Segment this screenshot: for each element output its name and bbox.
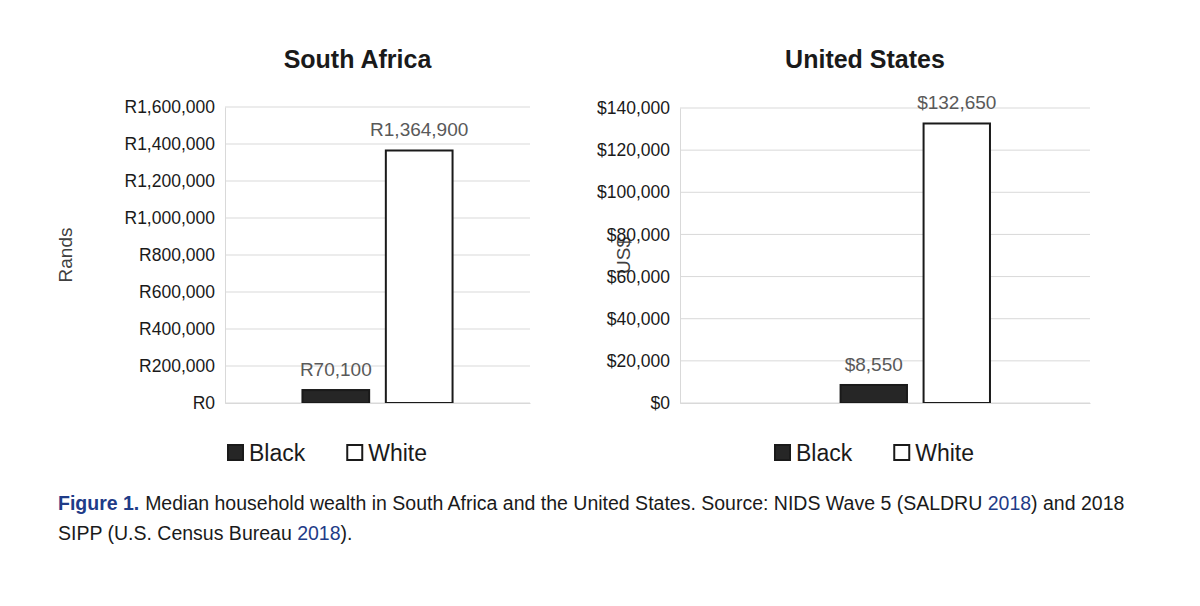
y-axis: R0 R200,000 R400,000 R600,000 R800,000 R1,000… [125,97,226,413]
legend-item: White [347,440,427,466]
tick: R1,000,000 [125,208,226,228]
data-labels: R70,100 R1,364,900 [300,119,468,380]
legend-label: White [915,440,974,466]
legend-label: Black [796,440,853,466]
tick: $0 [651,393,680,413]
grid-line [680,318,1090,319]
data-labels: $8,550 $132,650 [845,92,997,374]
grid-line [225,329,530,330]
chart-title: South Africa [284,45,433,73]
tick-label: $100,000 [597,182,670,202]
tick: $40,000 [607,309,680,329]
grid-line [225,255,530,256]
bar [924,123,990,403]
data-label: $8,550 [845,354,903,375]
tick: R1,600,000 [125,97,226,117]
tick-label: R1,000,000 [125,208,216,228]
tick-label: $0 [651,393,671,413]
tick-label: R0 [193,393,216,413]
grid-line [225,292,530,293]
tick: $100,000 [597,182,680,202]
y-axis: $0 $20,000 $40,000 $60,000 $80,000 $100,000 $1… [597,98,681,413]
legend-label: White [368,440,427,466]
grid-line [225,403,530,404]
tick-label: R1,600,000 [125,97,216,117]
legend-swatch [347,445,362,460]
legend-label: Black [249,440,306,466]
x-axis [226,403,531,405]
tick: $120,000 [597,140,680,160]
grid-line [680,108,1090,109]
tick-label: $60,000 [607,267,671,287]
chart-panel: United StatesUS$$0$20,000$40,000$60,000$… [597,45,1091,466]
tick-label: $80,000 [607,225,671,245]
tick-label: $140,000 [597,98,670,118]
axis-title: Rands [55,228,76,283]
tick: $20,000 [607,351,680,371]
legend-item: Black [228,440,306,466]
tick-label: R400,000 [139,319,215,339]
axis-line [681,403,1091,404]
reference-link[interactable]: 2018 [988,492,1031,514]
legend-swatch [775,445,790,460]
grid [225,107,530,403]
grid-line [225,181,530,182]
legend: Black White [228,440,427,466]
grid-line [680,234,1090,235]
legend-swatch [228,445,243,460]
axis-line [226,403,531,404]
figure-label: Figure 1. [58,492,139,514]
grid-line [225,107,530,108]
chart-title: United States [785,45,945,73]
tick: $60,000 [607,267,680,287]
axis-line [225,108,226,404]
grid-line [680,192,1090,193]
legend-item: Black [775,440,853,466]
bar [386,150,453,403]
caption-text: Median household wealth in South Africa … [145,492,988,514]
axis-line [680,109,681,404]
legend: Black White [775,440,974,466]
chart-panel: South Africa Rands R0 R200,000 R400,000 R600,… [55,45,531,466]
grid-line [680,150,1090,151]
data-label: $132,650 [917,92,996,113]
grid-line [680,276,1090,277]
grid-line [225,144,530,145]
tick-label: R600,000 [139,282,215,302]
caption-text: ). [341,522,353,544]
tick: R1,400,000 [125,134,226,154]
tick-label: $40,000 [607,309,671,329]
bar [841,385,907,403]
tick: R800,000 [139,245,225,265]
tick: $80,000 [607,225,680,245]
tick-label: R1,200,000 [125,171,216,191]
grid [680,108,1090,403]
caption: Figure 1. Median household wealth in Sout… [58,488,1148,548]
reference-link[interactable]: 2018 [297,522,340,544]
tick: R0 [193,393,225,413]
tick-label: $20,000 [607,351,671,371]
data-label: R1,364,900 [370,119,468,140]
bars [841,123,990,403]
grid-line [225,366,530,367]
tick-label: $120,000 [597,140,670,160]
tick: $140,000 [597,98,680,118]
legend-swatch [894,445,909,460]
tick-label: R1,400,000 [125,134,216,154]
data-label: R70,100 [300,359,372,380]
tick: R600,000 [139,282,225,302]
tick: R1,200,000 [125,171,226,191]
legend-item: White [894,440,974,466]
tick-label: R800,000 [139,245,215,265]
tick: R400,000 [139,319,225,339]
tick-label: R200,000 [139,356,215,376]
grid-line [225,218,530,219]
tick: R200,000 [139,356,225,376]
bar [302,390,369,403]
